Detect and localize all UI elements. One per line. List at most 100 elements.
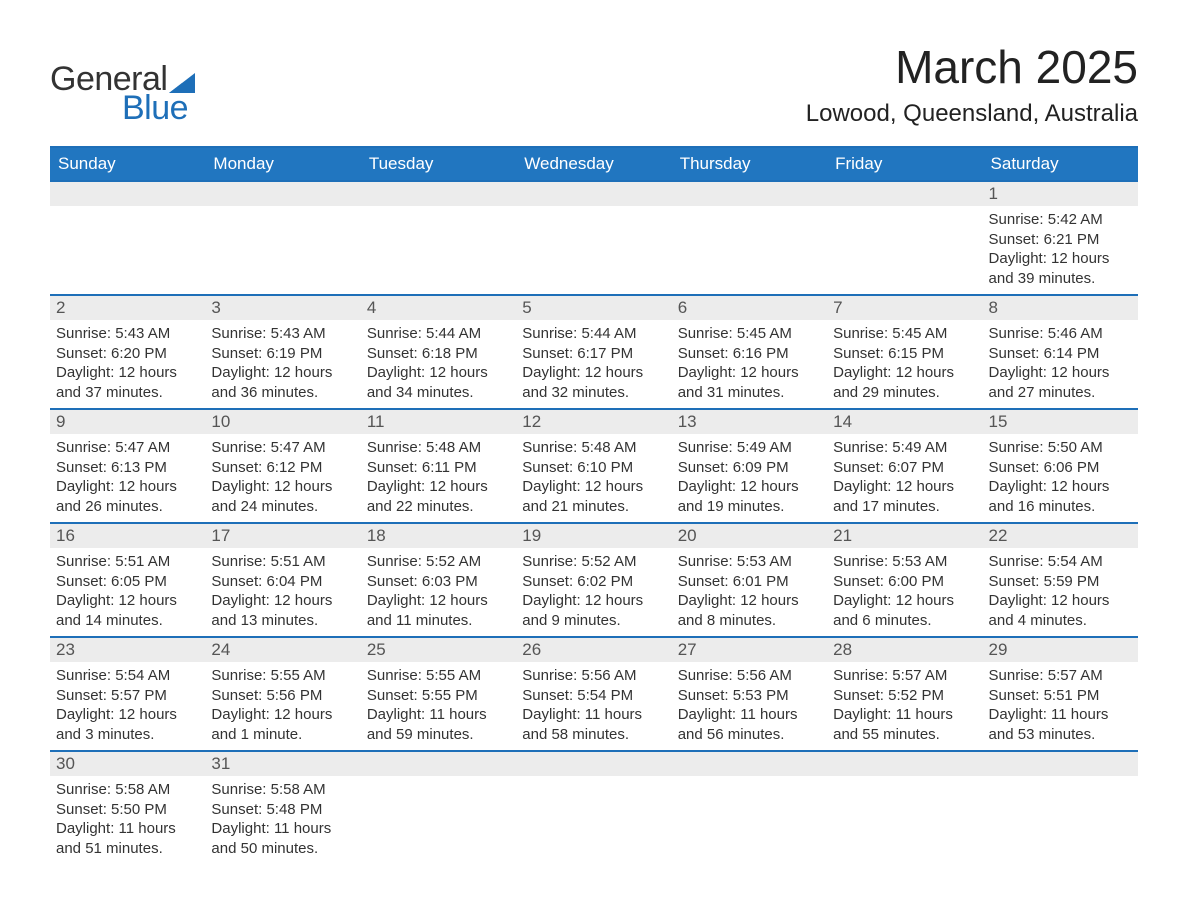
daylight-text: Daylight: 12 hours and 17 minutes.: [833, 477, 976, 516]
sunset-text: Sunset: 5:56 PM: [211, 686, 354, 706]
day-number: 12: [516, 410, 671, 434]
weekday-header: Monday: [205, 148, 360, 180]
daylight-text: Daylight: 11 hours and 55 minutes.: [833, 705, 976, 744]
day-content: [361, 776, 516, 786]
sunset-text: Sunset: 6:01 PM: [678, 572, 821, 592]
day-cell: 23Sunrise: 5:54 AMSunset: 5:57 PMDayligh…: [50, 638, 205, 750]
day-content: Sunrise: 5:57 AMSunset: 5:52 PMDaylight:…: [827, 662, 982, 750]
day-content: Sunrise: 5:49 AMSunset: 6:09 PMDaylight:…: [672, 434, 827, 522]
day-content: Sunrise: 5:44 AMSunset: 6:18 PMDaylight:…: [361, 320, 516, 408]
daylight-text: Daylight: 12 hours and 21 minutes.: [522, 477, 665, 516]
day-content: Sunrise: 5:58 AMSunset: 5:48 PMDaylight:…: [205, 776, 360, 864]
day-content: Sunrise: 5:57 AMSunset: 5:51 PMDaylight:…: [983, 662, 1138, 750]
sunset-text: Sunset: 6:20 PM: [56, 344, 199, 364]
sunrise-text: Sunrise: 5:49 AM: [833, 438, 976, 458]
day-content: Sunrise: 5:52 AMSunset: 6:03 PMDaylight:…: [361, 548, 516, 636]
day-cell: 8Sunrise: 5:46 AMSunset: 6:14 PMDaylight…: [983, 296, 1138, 408]
day-cell: 11Sunrise: 5:48 AMSunset: 6:11 PMDayligh…: [361, 410, 516, 522]
day-cell: 14Sunrise: 5:49 AMSunset: 6:07 PMDayligh…: [827, 410, 982, 522]
daylight-text: Daylight: 11 hours and 56 minutes.: [678, 705, 821, 744]
day-number: 29: [983, 638, 1138, 662]
daylight-text: Daylight: 12 hours and 4 minutes.: [989, 591, 1132, 630]
day-content: Sunrise: 5:53 AMSunset: 6:00 PMDaylight:…: [827, 548, 982, 636]
sunset-text: Sunset: 5:51 PM: [989, 686, 1132, 706]
day-cell: 18Sunrise: 5:52 AMSunset: 6:03 PMDayligh…: [361, 524, 516, 636]
day-content: Sunrise: 5:50 AMSunset: 6:06 PMDaylight:…: [983, 434, 1138, 522]
sunset-text: Sunset: 6:11 PM: [367, 458, 510, 478]
day-cell: 19Sunrise: 5:52 AMSunset: 6:02 PMDayligh…: [516, 524, 671, 636]
day-content: [50, 206, 205, 216]
sunset-text: Sunset: 5:57 PM: [56, 686, 199, 706]
sunrise-text: Sunrise: 5:47 AM: [56, 438, 199, 458]
sunset-text: Sunset: 6:04 PM: [211, 572, 354, 592]
location: Lowood, Queensland, Australia: [806, 100, 1138, 128]
day-content: Sunrise: 5:45 AMSunset: 6:15 PMDaylight:…: [827, 320, 982, 408]
daylight-text: Daylight: 12 hours and 37 minutes.: [56, 363, 199, 402]
day-cell: [983, 752, 1138, 864]
sunrise-text: Sunrise: 5:47 AM: [211, 438, 354, 458]
sunset-text: Sunset: 6:17 PM: [522, 344, 665, 364]
day-content: Sunrise: 5:46 AMSunset: 6:14 PMDaylight:…: [983, 320, 1138, 408]
day-number: 8: [983, 296, 1138, 320]
day-cell: [516, 182, 671, 294]
daylight-text: Daylight: 12 hours and 39 minutes.: [989, 249, 1132, 288]
daylight-text: Daylight: 12 hours and 27 minutes.: [989, 363, 1132, 402]
day-content: Sunrise: 5:56 AMSunset: 5:53 PMDaylight:…: [672, 662, 827, 750]
day-number: [205, 182, 360, 206]
weekday-header: Sunday: [50, 148, 205, 180]
day-number: 16: [50, 524, 205, 548]
daylight-text: Daylight: 12 hours and 3 minutes.: [56, 705, 199, 744]
day-number: 19: [516, 524, 671, 548]
sunrise-text: Sunrise: 5:57 AM: [833, 666, 976, 686]
daylight-text: Daylight: 12 hours and 24 minutes.: [211, 477, 354, 516]
sunrise-text: Sunrise: 5:51 AM: [56, 552, 199, 572]
week-row: 30Sunrise: 5:58 AMSunset: 5:50 PMDayligh…: [50, 750, 1138, 864]
sunrise-text: Sunrise: 5:43 AM: [211, 324, 354, 344]
daylight-text: Daylight: 11 hours and 58 minutes.: [522, 705, 665, 744]
sunrise-text: Sunrise: 5:54 AM: [989, 552, 1132, 572]
daylight-text: Daylight: 12 hours and 13 minutes.: [211, 591, 354, 630]
sunset-text: Sunset: 6:10 PM: [522, 458, 665, 478]
day-content: [516, 206, 671, 216]
sunrise-text: Sunrise: 5:56 AM: [678, 666, 821, 686]
day-number: 31: [205, 752, 360, 776]
week-row: 2Sunrise: 5:43 AMSunset: 6:20 PMDaylight…: [50, 294, 1138, 408]
weekday-header: Saturday: [983, 148, 1138, 180]
sunset-text: Sunset: 6:15 PM: [833, 344, 976, 364]
weeks-container: 1Sunrise: 5:42 AMSunset: 6:21 PMDaylight…: [50, 180, 1138, 864]
day-content: Sunrise: 5:47 AMSunset: 6:13 PMDaylight:…: [50, 434, 205, 522]
daylight-text: Daylight: 12 hours and 34 minutes.: [367, 363, 510, 402]
day-cell: 2Sunrise: 5:43 AMSunset: 6:20 PMDaylight…: [50, 296, 205, 408]
day-content: Sunrise: 5:55 AMSunset: 5:55 PMDaylight:…: [361, 662, 516, 750]
sunrise-text: Sunrise: 5:46 AM: [989, 324, 1132, 344]
daylight-text: Daylight: 12 hours and 9 minutes.: [522, 591, 665, 630]
day-content: Sunrise: 5:54 AMSunset: 5:57 PMDaylight:…: [50, 662, 205, 750]
day-content: Sunrise: 5:44 AMSunset: 6:17 PMDaylight:…: [516, 320, 671, 408]
day-content: Sunrise: 5:54 AMSunset: 5:59 PMDaylight:…: [983, 548, 1138, 636]
day-number: 9: [50, 410, 205, 434]
weekday-header: Tuesday: [361, 148, 516, 180]
sunrise-text: Sunrise: 5:44 AM: [522, 324, 665, 344]
day-cell: 5Sunrise: 5:44 AMSunset: 6:17 PMDaylight…: [516, 296, 671, 408]
sunrise-text: Sunrise: 5:56 AM: [522, 666, 665, 686]
day-content: Sunrise: 5:53 AMSunset: 6:01 PMDaylight:…: [672, 548, 827, 636]
title-block: March 2025 Lowood, Queensland, Australia: [806, 40, 1138, 138]
daylight-text: Daylight: 12 hours and 22 minutes.: [367, 477, 510, 516]
daylight-text: Daylight: 12 hours and 1 minute.: [211, 705, 354, 744]
day-content: Sunrise: 5:43 AMSunset: 6:20 PMDaylight:…: [50, 320, 205, 408]
day-number: [516, 182, 671, 206]
day-number: 2: [50, 296, 205, 320]
logo: General Blue: [50, 60, 195, 128]
day-content: [827, 206, 982, 216]
day-cell: [361, 752, 516, 864]
day-cell: [50, 182, 205, 294]
day-number: [672, 182, 827, 206]
sunrise-text: Sunrise: 5:55 AM: [211, 666, 354, 686]
day-number: 5: [516, 296, 671, 320]
sunrise-text: Sunrise: 5:52 AM: [522, 552, 665, 572]
daylight-text: Daylight: 12 hours and 14 minutes.: [56, 591, 199, 630]
sunrise-text: Sunrise: 5:52 AM: [367, 552, 510, 572]
day-cell: 25Sunrise: 5:55 AMSunset: 5:55 PMDayligh…: [361, 638, 516, 750]
sunrise-text: Sunrise: 5:54 AM: [56, 666, 199, 686]
daylight-text: Daylight: 12 hours and 36 minutes.: [211, 363, 354, 402]
